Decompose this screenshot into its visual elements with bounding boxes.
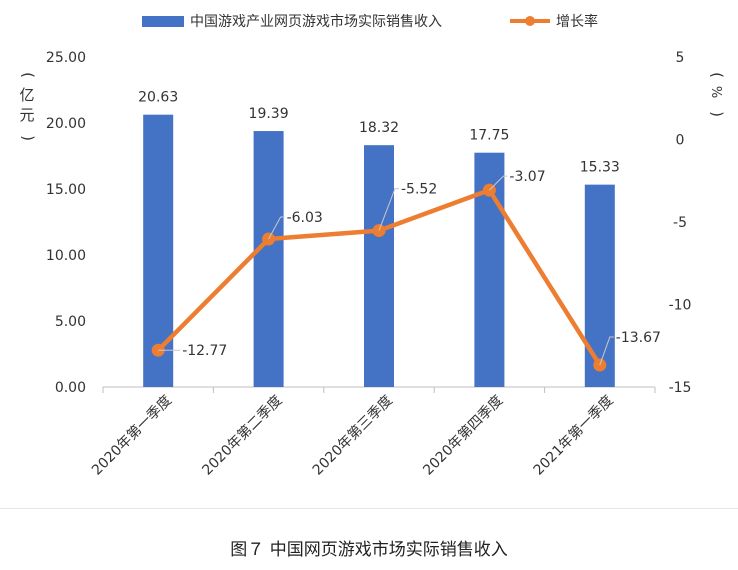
y-left-axis-title: ( 亿元) xyxy=(19,72,37,141)
legend-swatch-marker xyxy=(525,16,535,26)
legend-label-line: 增长率 xyxy=(556,13,598,30)
x-tick-label: 2020年第三季度 xyxy=(309,392,396,479)
y-right-tick-label: -5 xyxy=(673,215,687,231)
leader-line xyxy=(378,188,399,231)
line-value-label: -13.67 xyxy=(616,330,661,346)
y-left-title-char: 亿 xyxy=(19,86,34,104)
legend-label-bar: 中国游戏产业网页游戏市场实际销售收入 xyxy=(190,13,442,30)
line-value-label: -3.07 xyxy=(509,169,545,185)
bar-value-label: 15.33 xyxy=(580,160,620,176)
y-left-tick-label: 10.00 xyxy=(46,248,86,264)
legend-swatch-bar xyxy=(142,16,184,27)
bar-value-label: 20.63 xyxy=(138,90,178,106)
y-right-title-paren-close: ) xyxy=(708,111,726,117)
y-right-axis-title: (%) xyxy=(708,72,726,117)
leader-line xyxy=(599,336,614,366)
y-left-title-paren-open: ( xyxy=(19,72,37,78)
bar-value-label: 19.39 xyxy=(249,106,289,122)
bar-value-label: 18.32 xyxy=(359,120,399,136)
y-right-tick-label: 5 xyxy=(676,50,685,66)
line-value-label: -5.52 xyxy=(401,182,437,198)
leader-line xyxy=(268,216,285,240)
y-right-tick-label: -10 xyxy=(669,298,692,314)
y-left-tick-label: 5.00 xyxy=(55,314,86,330)
line-value-label: -12.77 xyxy=(182,343,227,359)
chart: 中国游戏产业网页游戏市场实际销售收入 增长率 0.00 5.00 10.00 15.00… xyxy=(19,13,726,479)
figure-caption: 图７ 中国网页游戏市场实际销售收入 xyxy=(230,540,508,560)
y-right-tick-label: -15 xyxy=(669,380,692,396)
y-right-title-paren-open: ( xyxy=(708,72,726,78)
caption-divider xyxy=(0,508,738,509)
x-tick-label: 2021年第一季度 xyxy=(530,392,617,479)
bar-value-label: 17.75 xyxy=(469,128,509,144)
y-left-title-char: 元 xyxy=(19,106,34,124)
x-tick-label: 2020年第四季度 xyxy=(420,392,507,479)
y-left-tick-label: 25.00 xyxy=(46,50,86,66)
y-left-tick-label: 0.00 xyxy=(55,380,86,396)
bar xyxy=(584,184,615,387)
y-left-title-paren-close: ) xyxy=(19,135,37,141)
bar xyxy=(253,131,284,387)
y-left-tick-label: 15.00 xyxy=(46,182,86,198)
leader-line xyxy=(489,175,508,191)
y-left-tick-label: 20.00 xyxy=(46,116,86,132)
line-value-label: -6.03 xyxy=(287,210,323,226)
data-labels: 20.63 19.39 18.32 17.75 15.33 -12.77 -6.03 -5.5… xyxy=(138,90,661,366)
bar-series xyxy=(143,114,615,388)
x-tick-label: 2020年第二季度 xyxy=(199,392,286,479)
y-right-title-char: % xyxy=(708,86,723,98)
x-tick-label: 2020年第一季度 xyxy=(88,392,175,479)
y-right-tick-label: 0 xyxy=(676,133,685,149)
legend: 中国游戏产业网页游戏市场实际销售收入 增长率 xyxy=(142,13,598,30)
bar xyxy=(364,145,394,387)
